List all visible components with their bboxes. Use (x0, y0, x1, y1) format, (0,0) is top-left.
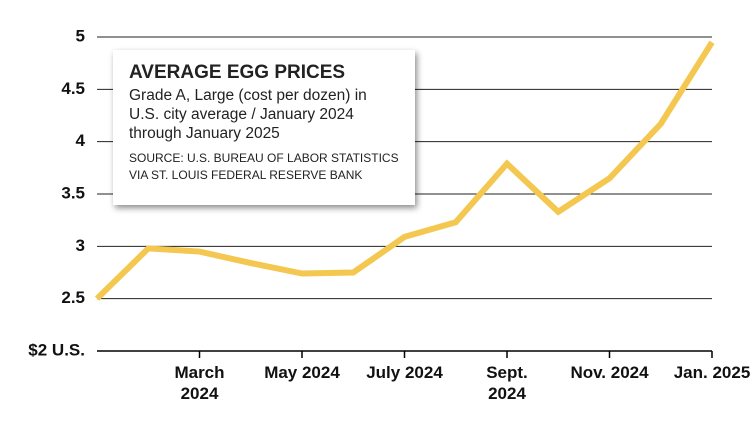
y-tick-label: 5 (76, 26, 85, 45)
y-tick-label: 3.5 (61, 183, 85, 202)
x-tick-label: March 2024 (174, 363, 225, 403)
x-tick-label: May 2024 (264, 363, 340, 382)
chart-subtitle: Grade A, Large (cost per dozen) in U.S. … (129, 87, 367, 142)
data-line (94, 40, 715, 301)
x-tick-label: July 2024 (366, 363, 443, 382)
y-tick-label: $2 U.S. (28, 340, 85, 359)
x-tick-label: Sept. 2024 (486, 363, 528, 403)
x-tick-label: Nov. 2024 (570, 363, 649, 382)
info-box: AVERAGE EGG PRICES Grade A, Large (cost … (113, 50, 415, 205)
y-tick-label: 4.5 (61, 79, 85, 98)
chart-title: AVERAGE EGG PRICES (129, 62, 346, 83)
source-note: SOURCE: U.S. BUREAU OF LABOR STATISTICS … (129, 151, 399, 182)
y-tick-label: 4 (76, 131, 86, 150)
x-tick-label: Jan. 2025 (673, 363, 751, 382)
y-tick-label: 2.5 (61, 288, 85, 307)
y-tick-label: 3 (76, 236, 85, 255)
